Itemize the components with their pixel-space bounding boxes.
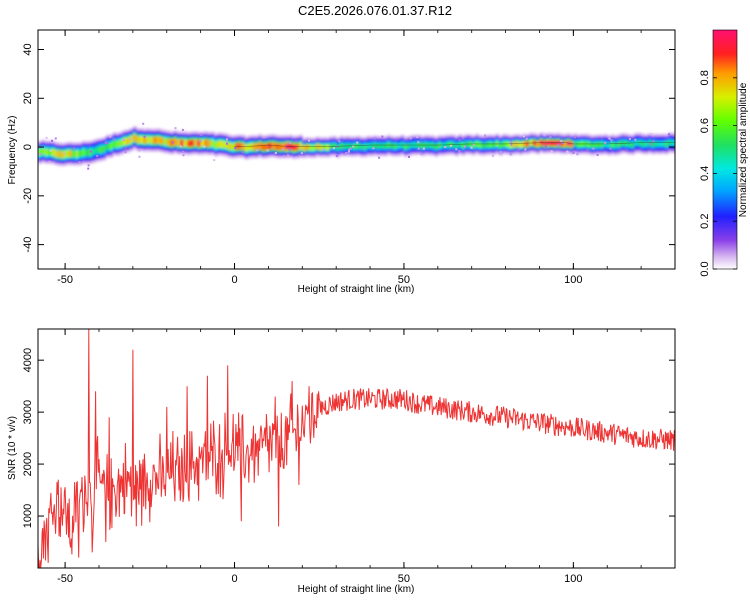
snr-ylabel: SNR (10 * v/v) xyxy=(7,416,18,480)
snr-xtick-label: -50 xyxy=(57,573,73,585)
snr-panel: -50 0 50 100 1000 2000 3000 4000 Height of stra… xyxy=(7,328,676,595)
colorbar-tick-label: 0.0 xyxy=(699,261,711,276)
spectrogram-xlabel: Height of straight line (km) xyxy=(298,284,415,295)
figure-title: C2E5.2026.076.01.37.R12 xyxy=(298,3,452,18)
colorbar-gradient xyxy=(712,29,738,270)
snr-series-line xyxy=(38,329,675,568)
spectrogram-xtick-label: 0 xyxy=(231,274,237,286)
colorbar-tick-label: 0.2 xyxy=(699,214,711,229)
snr-frame xyxy=(37,328,676,569)
spectrogram-xtick-label: -50 xyxy=(57,274,73,286)
spectrogram-ticks: -50 0 50 100 -40 -20 0 20 40 xyxy=(22,30,676,286)
colorbar-label: Normalized spectral amplitude xyxy=(738,82,749,217)
spectrogram-xtick-label: 100 xyxy=(564,274,582,286)
colorbar-tick-label: 0.8 xyxy=(699,70,711,85)
spectrogram-xtick-label: 50 xyxy=(398,274,410,286)
snr-xtick-label: 0 xyxy=(231,573,237,585)
colorbar-tick-label: 0.4 xyxy=(699,166,711,181)
spectrogram-frame xyxy=(37,29,676,270)
colorbar-ticks: 0.0 0.2 0.4 0.6 0.8 xyxy=(699,70,737,277)
spectrogram-ytick-label: 0 xyxy=(22,144,34,150)
spectrogram-panel: -50 0 50 100 -40 -20 0 20 40 Height of straight … xyxy=(7,29,676,295)
spectrogram-ylabel: Frequency (Hz) xyxy=(7,116,18,185)
snr-ytick-label: 2000 xyxy=(22,452,34,476)
colorbar-tick-label: 0.6 xyxy=(699,118,711,133)
spectrogram-ytick-label: -40 xyxy=(22,237,34,253)
snr-xlabel: Height of straight line (km) xyxy=(298,584,415,595)
snr-ticks: -50 0 50 100 1000 2000 3000 4000 xyxy=(22,329,676,585)
spectrogram-ytick-label: -20 xyxy=(22,188,34,204)
snr-xtick-label: 50 xyxy=(398,573,410,585)
colorbar: 0.0 0.2 0.4 0.6 0.8 Normalized spectral ampl… xyxy=(699,29,749,277)
spectrogram-ytick-label: 20 xyxy=(22,92,34,104)
snr-xtick-label: 100 xyxy=(564,573,582,585)
snr-ytick-label: 1000 xyxy=(22,504,34,528)
snr-ytick-label: 4000 xyxy=(22,348,34,372)
spectrogram-ytick-label: 40 xyxy=(22,43,34,55)
snr-ytick-label: 3000 xyxy=(22,400,34,424)
spectrogram-heatmap xyxy=(38,122,675,170)
